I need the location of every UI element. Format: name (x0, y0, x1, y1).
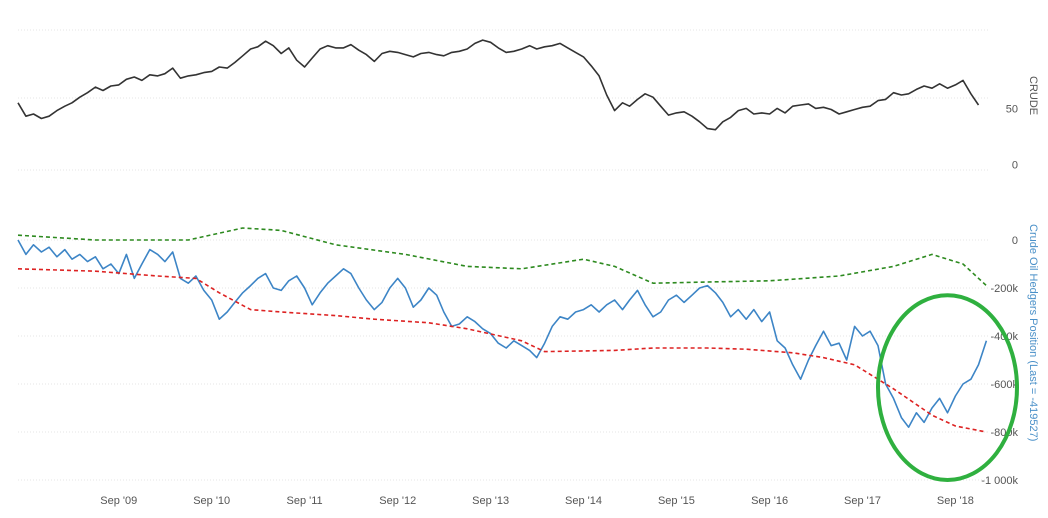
top-axis-title: CRUDE (1027, 76, 1039, 115)
y-tick-label: -1 000k (981, 475, 1018, 487)
y-tick-label: -200k (990, 283, 1018, 295)
x-tick-label: Sep '10 (193, 495, 230, 507)
series-line-1-0 (17, 239, 988, 428)
x-tick-label: Sep '14 (565, 495, 602, 507)
x-tick-label: Sep '17 (844, 495, 881, 507)
series-line-0-0 (17, 39, 980, 131)
series-line-1-2 (17, 227, 987, 287)
y-tick-label: 0 (1012, 235, 1018, 247)
series-line-1-1 (17, 268, 987, 433)
series-layer (17, 39, 988, 433)
x-tick-labels: Sep '09 Sep '10 Sep '11 Sep '12 Sep '13 Sep '… (100, 495, 974, 507)
bottom-axis-title: Crude Oil Hedgers Position (Last = -4195… (1027, 224, 1039, 441)
x-tick-label: Sep '13 (472, 495, 509, 507)
y-tick-label: 0 (1012, 159, 1018, 171)
x-tick-label: Sep '18 (937, 495, 974, 507)
x-tick-label: Sep '12 (379, 495, 416, 507)
x-tick-label: Sep '16 (751, 495, 788, 507)
x-tick-label: Sep '15 (658, 495, 695, 507)
y-tick-label: -600k (990, 379, 1018, 391)
annotation-layer (876, 293, 1019, 483)
x-tick-label: Sep '11 (287, 495, 323, 507)
highlight-ellipse (876, 293, 1019, 483)
grid-lines (18, 29, 990, 481)
y-tick-label: 50 (1006, 103, 1018, 115)
x-tick-label: Sep '09 (100, 495, 137, 507)
